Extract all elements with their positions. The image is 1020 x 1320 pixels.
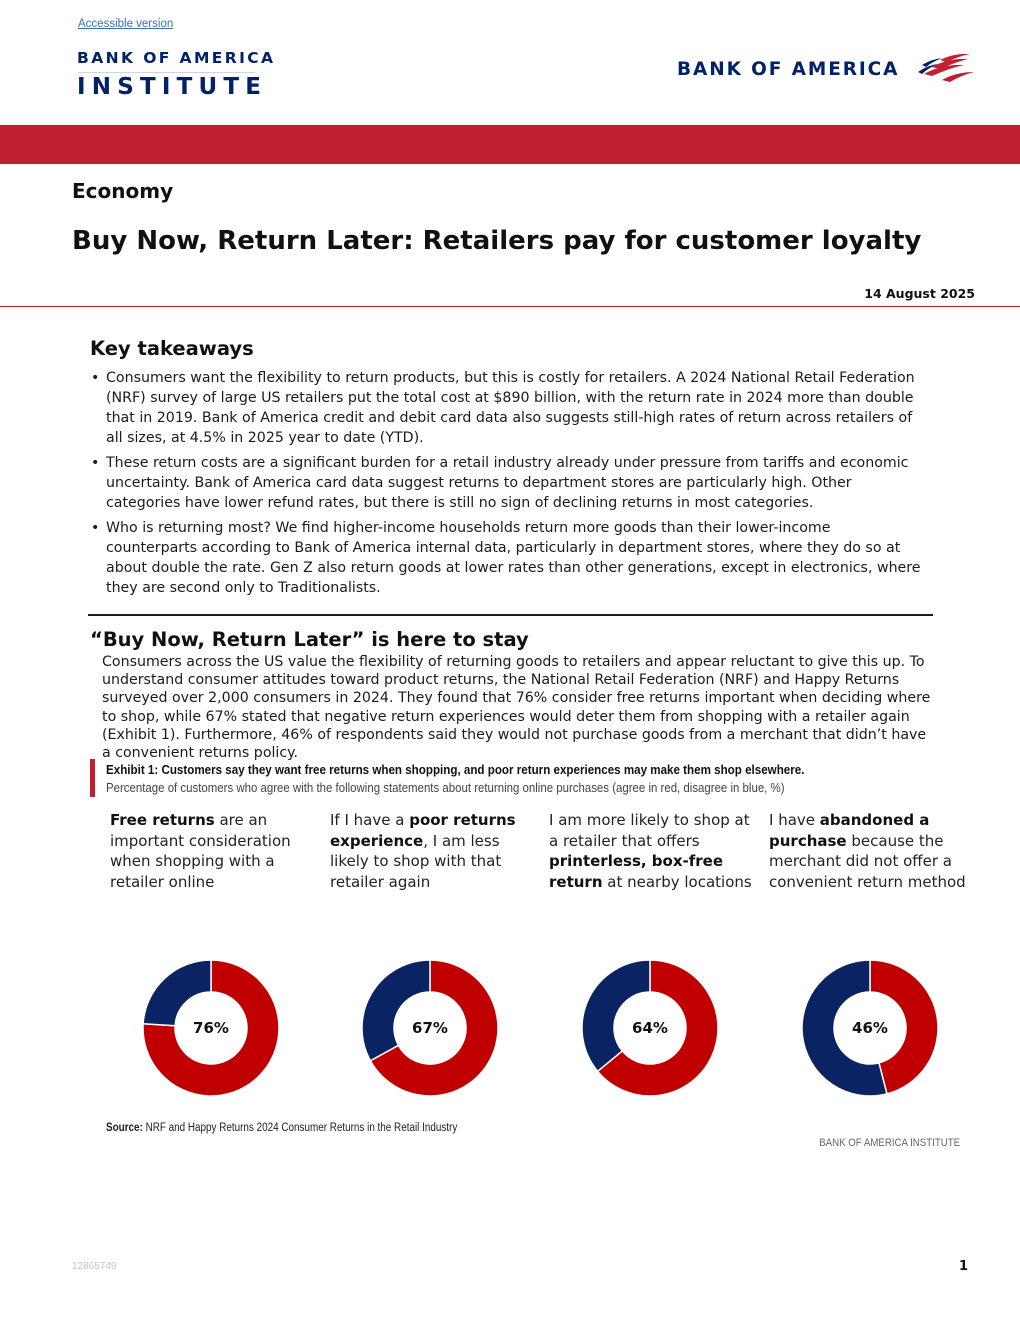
list-item: Consumers want the flexibility to return… <box>90 368 922 448</box>
donut-value-label: 64% <box>632 1019 668 1037</box>
list-item: Who is returning most? We find higher-in… <box>90 518 922 598</box>
flag-red-stripes-icon <box>924 53 974 82</box>
statement-text: are an important consideration when shop… <box>110 811 291 891</box>
accessible-version-link[interactable]: Accessible version <box>78 18 174 30</box>
institute-logo-line1: BANK OF AMERICA <box>77 49 276 67</box>
publication-date: 14 August 2025 <box>864 286 975 301</box>
boa-logo-text: BANK OF AMERICA <box>677 59 900 80</box>
flag-navy-stripes-icon <box>918 58 942 74</box>
institute-logo-line2: INSTITUTE <box>77 74 268 100</box>
title-divider <box>0 306 1020 307</box>
chart-statement-1: Free returns are an important considerat… <box>110 810 305 892</box>
statement-bold: abandoned a purchase <box>769 811 930 850</box>
boa-flag-logo-icon <box>918 53 974 82</box>
header-red-band <box>0 125 1020 164</box>
exhibit-title: Exhibit 1: Customers say they want free … <box>106 762 805 777</box>
statement-text: , I am less likely to shop with that ret… <box>330 831 502 891</box>
exhibit-accent-bar <box>90 759 95 797</box>
page-number: 1 <box>958 1259 968 1274</box>
source-label: Source: <box>106 1122 143 1134</box>
statement-text: because the merchant did not offer a con… <box>769 831 966 891</box>
institute-logo-rule <box>78 72 255 73</box>
section-heading: “Buy Now, Return Later” is here to stay <box>90 628 529 651</box>
exhibit-subtitle: Percentage of customers who agree with t… <box>106 780 785 795</box>
donut-slice-disagree <box>581 959 651 1073</box>
statement-bold: printerless, box-free return <box>549 852 724 891</box>
donut-value-label: 67% <box>412 1019 448 1037</box>
key-takeaways-heading: Key takeaways <box>90 337 254 360</box>
statement-bold: poor returns experience <box>330 811 516 850</box>
statement-text: I have <box>769 811 820 829</box>
donut-slice-agree <box>142 959 280 1097</box>
statement-bold: Free returns <box>110 811 215 829</box>
donut-chart-4: 46% <box>801 959 939 1097</box>
donut-chart-3: 64% <box>581 959 719 1097</box>
source-text: NRF and Happy Returns 2024 Consumer Retu… <box>145 1122 458 1134</box>
list-item: These return costs are a significant bur… <box>90 453 922 513</box>
donut-slice-agree <box>369 959 499 1097</box>
statement-text: I am more likely to shop at a retailer t… <box>549 811 750 850</box>
statement-text: at nearby locations <box>602 872 752 891</box>
document-id: 12865749 <box>72 1261 117 1272</box>
chart-statement-4: I have abandoned a purchase because the … <box>769 810 969 892</box>
key-takeaways-list: Consumers want the flexibility to return… <box>90 368 922 603</box>
section-label: Economy <box>72 179 174 203</box>
exhibit-credit: BANK OF AMERICA INSTITUTE <box>819 1137 960 1149</box>
donut-charts: 76% 67% 64% 46% <box>142 959 939 1097</box>
donut-slice-disagree <box>361 959 431 1062</box>
page-title: Buy Now, Return Later: Retailers pay for… <box>72 226 922 256</box>
donut-chart-1: 76% <box>142 959 280 1097</box>
donut-chart-2: 67% <box>361 959 499 1097</box>
donut-value-label: 76% <box>193 1019 229 1037</box>
donut-slice-disagree <box>142 959 212 1027</box>
statement-text: If I have a <box>330 811 410 829</box>
donut-slice-agree <box>596 959 719 1097</box>
donut-slice-disagree <box>801 959 888 1097</box>
exhibit-source: Source: NRF and Happy Returns 2024 Consu… <box>106 1122 457 1134</box>
chart-statement-2: If I have a poor returns experience, I a… <box>330 810 530 892</box>
section-divider <box>88 614 933 616</box>
donut-slice-agree <box>869 959 939 1095</box>
donut-value-label: 46% <box>852 1019 888 1037</box>
chart-statement-3: I am more likely to shop at a retailer t… <box>549 810 754 892</box>
section-body: Consumers across the US value the flexib… <box>102 654 931 762</box>
